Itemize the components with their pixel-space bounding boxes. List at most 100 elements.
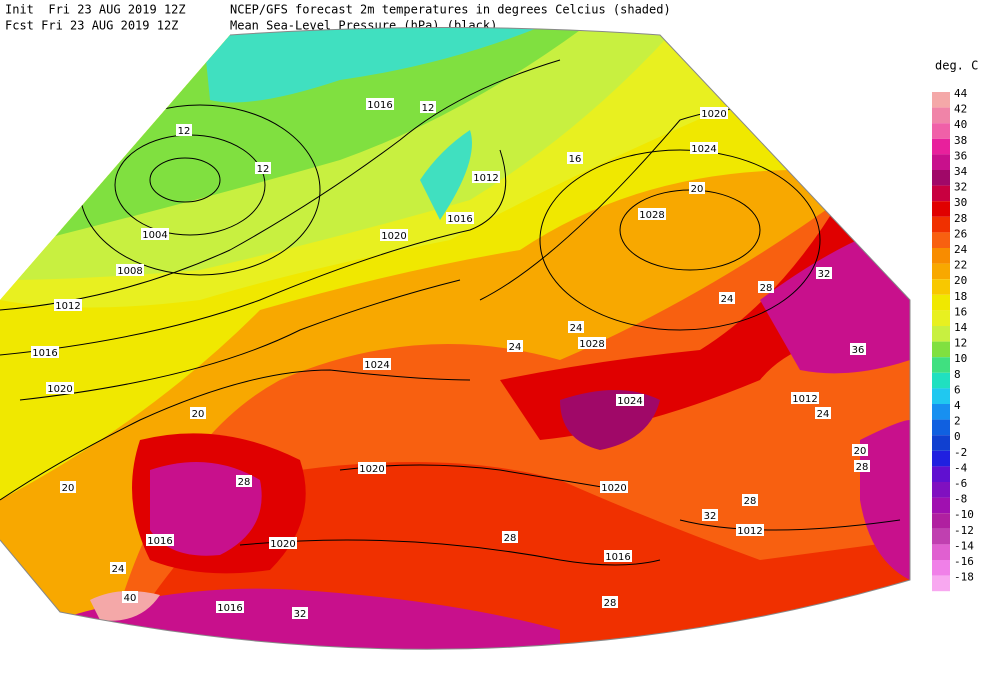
isobar-label: 1012 bbox=[55, 301, 80, 312]
legend-swatch bbox=[932, 310, 950, 326]
isobar-label-box bbox=[472, 171, 500, 183]
temperature-label-box bbox=[689, 182, 705, 194]
isobar-label-box bbox=[690, 142, 718, 154]
temperature-label: 24 bbox=[112, 564, 125, 575]
legend-label: 8 bbox=[954, 368, 961, 381]
temperature-label-box bbox=[568, 321, 584, 333]
legend-swatch bbox=[932, 185, 950, 202]
isobar-label: 1028 bbox=[579, 339, 604, 350]
isobar-label-box bbox=[116, 264, 144, 276]
legend-swatch bbox=[932, 357, 950, 373]
isobar-label-box bbox=[380, 229, 408, 241]
legend-label: 38 bbox=[954, 134, 967, 147]
legend-swatch bbox=[932, 482, 950, 498]
isobar-label: 1012 bbox=[737, 526, 762, 537]
isobar-label-box bbox=[146, 534, 174, 546]
isobar-label: 1024 bbox=[691, 144, 716, 155]
legend-swatch bbox=[932, 528, 950, 545]
isobar-label: 1020 bbox=[270, 539, 295, 550]
legend-label: -4 bbox=[954, 461, 968, 474]
temperature-label-box bbox=[719, 292, 735, 304]
temperature-label: 28 bbox=[238, 477, 251, 488]
temperature-label: 20 bbox=[691, 184, 704, 195]
temperature-label-box bbox=[507, 340, 523, 352]
legend-swatch bbox=[932, 466, 950, 482]
temperature-label: 40 bbox=[124, 593, 137, 604]
isobar-label-box bbox=[604, 550, 632, 562]
isobar-label: 1020 bbox=[359, 464, 384, 475]
temperature-label: 20 bbox=[192, 409, 205, 420]
temperature-label: 24 bbox=[817, 409, 830, 420]
isobar-label: 1024 bbox=[364, 360, 389, 371]
legend-label: -6 bbox=[954, 477, 967, 490]
temperature-label: 28 bbox=[604, 598, 617, 609]
init-time: Init Fri 23 AUG 2019 12Z bbox=[5, 3, 186, 17]
isobar-label-box bbox=[54, 299, 82, 311]
legend-label: 6 bbox=[954, 383, 961, 396]
temperature-label-box bbox=[567, 152, 583, 164]
legend-swatch bbox=[932, 107, 950, 124]
legend-label: 10 bbox=[954, 352, 967, 365]
legend-swatch bbox=[932, 497, 950, 514]
legend-label: 24 bbox=[954, 243, 968, 256]
legend-swatch bbox=[932, 575, 950, 592]
temperature-label: 32 bbox=[704, 511, 717, 522]
isobar-label: 1020 bbox=[701, 109, 726, 120]
legend-label: -8 bbox=[954, 493, 967, 506]
legend-label: 22 bbox=[954, 259, 967, 272]
legend-label: -10 bbox=[954, 508, 974, 521]
temperature-label: 32 bbox=[818, 269, 831, 280]
isobar-label-box bbox=[578, 337, 606, 349]
isobar-label: 1016 bbox=[217, 603, 242, 614]
legend-swatch bbox=[932, 513, 950, 529]
temperature-label-box bbox=[110, 562, 126, 574]
isobar-label: 1016 bbox=[367, 100, 392, 111]
legend-swatch bbox=[932, 544, 950, 560]
map-labels: 1016 1012 1016 1020 1004 1008 1012 1016 1020 1020… bbox=[31, 98, 870, 620]
isobar-label: 1016 bbox=[32, 348, 57, 359]
temperature-label-box bbox=[815, 407, 831, 419]
legend-label: 28 bbox=[954, 212, 967, 225]
isobar-label: 1012 bbox=[792, 394, 817, 405]
legend-swatch bbox=[932, 248, 950, 264]
legend-swatch bbox=[932, 279, 950, 295]
isobar-label: 1016 bbox=[147, 536, 172, 547]
temperature-label-box bbox=[602, 596, 618, 608]
legend: 4442403836343230282624222018161412108642… bbox=[932, 87, 974, 592]
isobar-label: 1020 bbox=[47, 384, 72, 395]
legend-swatch bbox=[932, 92, 950, 108]
legend-label: 26 bbox=[954, 227, 967, 240]
legend-label: -2 bbox=[954, 446, 967, 459]
legend-label: -18 bbox=[954, 571, 974, 584]
temperature-label-box bbox=[852, 444, 868, 456]
temperature-label: 12 bbox=[422, 103, 435, 114]
legend-label: 2 bbox=[954, 415, 961, 428]
isobar-label-box bbox=[358, 462, 386, 474]
legend-swatch bbox=[932, 326, 950, 342]
temperature-label-box bbox=[60, 481, 76, 493]
isobar-label-box bbox=[700, 107, 728, 119]
temperature-label: 20 bbox=[854, 446, 867, 457]
isobar-label-box bbox=[736, 524, 764, 536]
legend-label: 32 bbox=[954, 181, 967, 194]
temperature-label: 24 bbox=[570, 323, 583, 334]
temperature-label: 24 bbox=[509, 342, 522, 353]
legend-label: 30 bbox=[954, 196, 967, 209]
legend-label: -16 bbox=[954, 555, 974, 568]
temperature-label-box bbox=[702, 509, 718, 521]
forecast-time: Fcst Fri 23 AUG 2019 12Z bbox=[5, 19, 178, 33]
legend-swatch bbox=[932, 435, 950, 451]
temperature-label: 28 bbox=[504, 533, 517, 544]
temperature-label-box bbox=[850, 343, 866, 355]
legend-swatch bbox=[932, 388, 950, 404]
isobar-label-box bbox=[638, 208, 666, 220]
legend-swatch bbox=[932, 560, 950, 576]
temperature-label: 36 bbox=[852, 345, 865, 356]
legend-swatch bbox=[932, 419, 950, 436]
temperature-label-box bbox=[420, 101, 436, 113]
temperature-label: 28 bbox=[856, 462, 869, 473]
isobar-label: 1012 bbox=[473, 173, 498, 184]
isobar-label-box bbox=[141, 228, 169, 240]
